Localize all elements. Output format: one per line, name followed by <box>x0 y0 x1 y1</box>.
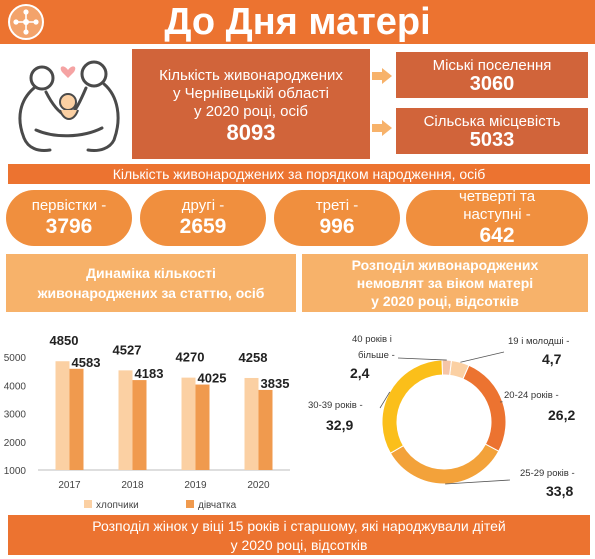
rural-box: Сільська місцевість 5033 <box>396 108 588 154</box>
births-total-box: Кількість живонароджених у Чернівецькій … <box>132 49 370 159</box>
bar-boys <box>181 377 196 470</box>
births-total-label-3: у 2020 році, осіб <box>194 103 308 120</box>
births-total-value: 8093 <box>226 120 276 145</box>
bar-boys <box>244 377 259 470</box>
donut-value-label: 4,7 <box>542 351 562 367</box>
donut-leader-line <box>445 479 511 485</box>
birth-order-title: Кількість живонароджених за порядком нар… <box>8 164 590 184</box>
arrow-right-icon <box>372 68 392 84</box>
births-total-label-1: Кількість живонароджених <box>159 67 343 84</box>
bar-girls <box>258 389 273 470</box>
y-tick-label: 1000 <box>4 466 27 477</box>
births-total-label-2: у Чернівецькій області <box>172 85 329 102</box>
age-header-line3: у 2020 році, відсотків <box>371 293 519 309</box>
bar-data-label: 4183 <box>135 366 164 381</box>
dynamics-header: Динаміка кількості живонароджених за ста… <box>6 254 296 312</box>
donut-value-label: 2,4 <box>350 365 370 381</box>
donut-slice-label: 25-29 років - <box>520 468 575 479</box>
footer-line2: у 2020 році, відсотків <box>230 537 368 553</box>
donut-leader-line <box>460 351 505 363</box>
y-tick-label: 4000 <box>4 381 27 392</box>
bar-boys <box>55 361 70 470</box>
page-title: До Дня матері <box>164 1 431 43</box>
bar-data-label: 4527 <box>113 342 142 357</box>
bar-data-label: 4850 <box>50 333 79 348</box>
age-header-line1: Розподіл живонароджених <box>351 257 539 273</box>
urban-label: Міські поселення <box>432 56 552 74</box>
x-tick-label: 2018 <box>121 480 144 491</box>
donut-slice <box>389 443 500 485</box>
donut-slice-label: 19 і молодші - <box>508 336 569 347</box>
donut-slice-label: 30-39 років - <box>308 400 363 411</box>
bar-data-label: 4025 <box>198 371 227 386</box>
legend-swatch-girls <box>186 500 194 508</box>
age-header: Розподіл живонароджених немовлят за віко… <box>302 254 588 312</box>
network-nodes-icon <box>8 4 44 40</box>
pill-first-value: 3796 <box>45 215 93 238</box>
legend-label-boys: хлопчики <box>96 500 139 511</box>
pill-fourth-label: четверті та наступні - <box>458 188 536 223</box>
pill-fourth-value: 642 <box>479 224 515 247</box>
pill-third-label: треті - <box>315 197 359 214</box>
pill-second-label: другі - <box>181 197 225 214</box>
donut-value-label: 26,2 <box>548 407 575 423</box>
donut-slice-label: 20-24 років - <box>504 390 559 401</box>
donut-value-label: 33,8 <box>546 483 573 499</box>
bar-data-label: 3835 <box>261 376 290 391</box>
bar-data-label: 4270 <box>176 350 205 365</box>
bar-data-label: 4583 <box>72 355 101 370</box>
donut-slice <box>441 359 452 376</box>
rural-label: Сільська місцевість <box>423 112 561 130</box>
legend-swatch-boys <box>84 500 92 508</box>
y-tick-label: 5000 <box>4 353 27 364</box>
x-tick-label: 2020 <box>247 480 270 491</box>
pill-fourth: четверті та наступні - 642 <box>406 188 588 247</box>
x-tick-label: 2019 <box>184 480 207 491</box>
pill-second-value: 2659 <box>179 215 227 238</box>
age-header-line2: немовлят за віком матері <box>356 275 534 291</box>
urban-value: 3060 <box>469 72 515 95</box>
pill-second: другі - 2659 <box>140 190 266 246</box>
donut-value-label: 32,9 <box>326 417 353 433</box>
pill-first-label: первістки - <box>31 197 107 214</box>
bar-girls <box>195 384 210 470</box>
pill-third: треті - 996 <box>274 190 400 246</box>
rural-value: 5033 <box>469 128 515 151</box>
bar-data-label: 4258 <box>239 350 268 365</box>
pill-first: первістки - 3796 <box>6 190 132 246</box>
title-bar <box>0 0 595 44</box>
footer-banner: Розподіл жінок у віці 15 років і старшом… <box>8 515 590 555</box>
urban-box: Міські поселення 3060 <box>396 52 588 98</box>
arrow-right-icon <box>372 120 392 136</box>
legend-label-girls: дівчатка <box>198 500 237 511</box>
pill-third-value: 996 <box>319 215 355 238</box>
donut-leader-line <box>379 391 391 409</box>
bar-girls <box>132 380 147 470</box>
bar-girls <box>69 368 84 470</box>
footer-line1: Розподіл жінок у віці 15 років і старшом… <box>92 518 506 534</box>
dynamics-header-line1: Динаміка кількості <box>86 265 216 281</box>
family-silhouette-icon <box>18 60 120 152</box>
dynamics-header-line2: живонароджених за статтю, осіб <box>37 285 265 301</box>
donut-slice <box>462 364 507 452</box>
donut-slice <box>381 359 444 454</box>
y-tick-label: 3000 <box>4 410 27 421</box>
x-tick-label: 2017 <box>58 480 81 491</box>
donut-leader-line <box>397 357 447 361</box>
bar-boys <box>118 370 133 470</box>
y-tick-label: 2000 <box>4 438 27 449</box>
donut-slice-label: 40 років і більше - <box>352 334 395 361</box>
